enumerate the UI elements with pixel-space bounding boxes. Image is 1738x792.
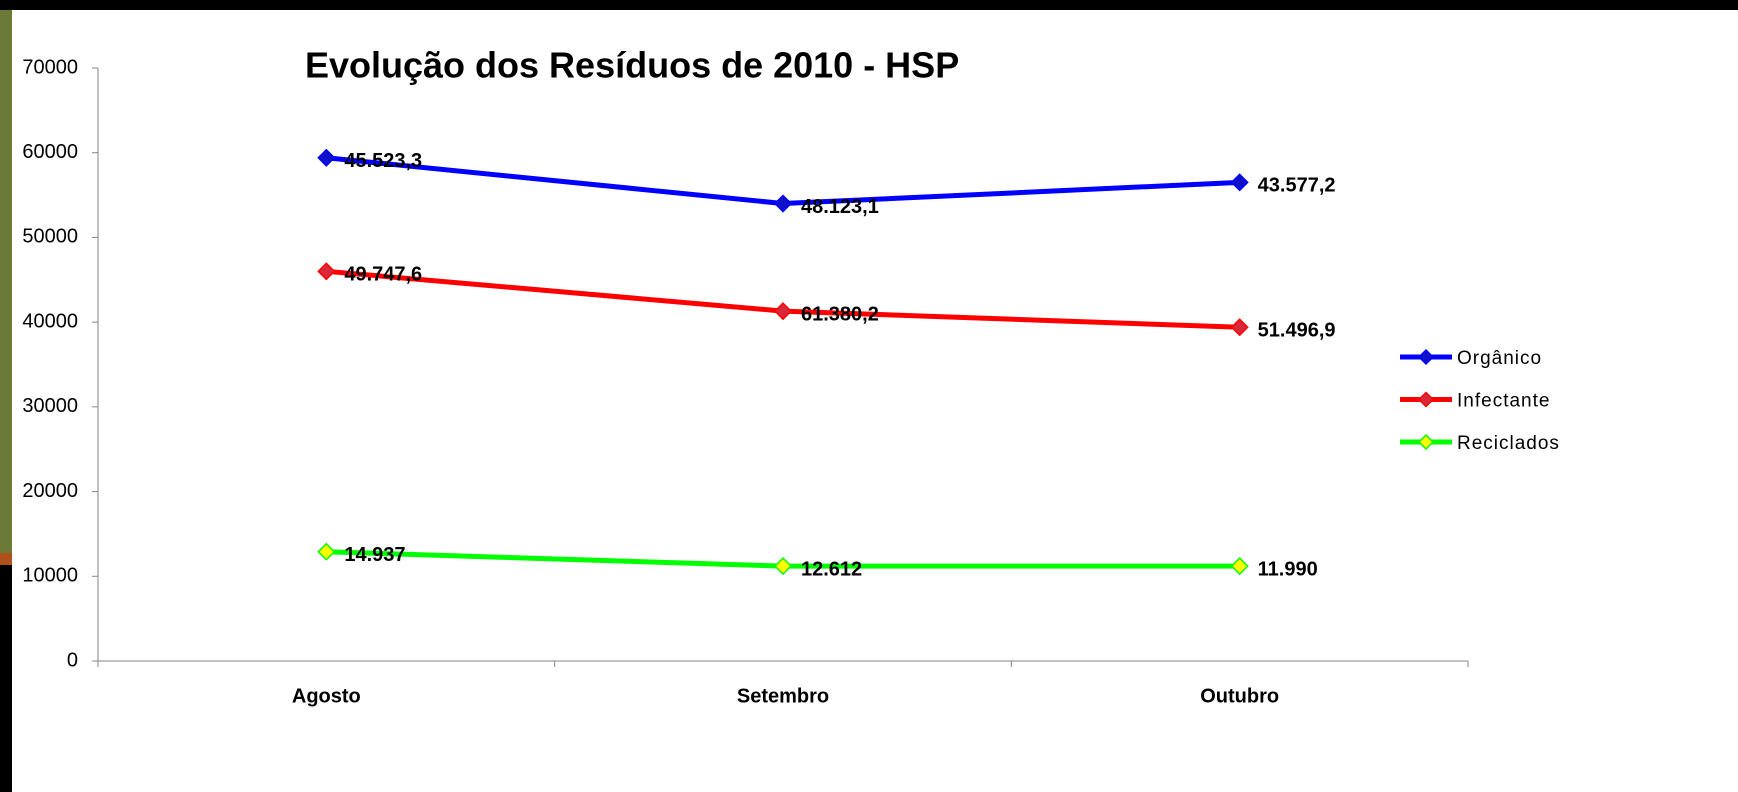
x-tick-label: Agosto — [292, 685, 361, 707]
point-marker — [317, 262, 336, 281]
y-tick-label: 60000 — [22, 141, 78, 163]
y-tick-label: 40000 — [22, 310, 78, 332]
point-label: 14.937 — [344, 544, 405, 566]
chart-title: Evolução dos Resíduos de 2010 - HSP — [305, 45, 959, 86]
y-tick-label: 70000 — [22, 56, 78, 78]
point-marker — [317, 542, 336, 561]
point-marker — [1230, 557, 1249, 576]
x-tick-label: Setembro — [737, 685, 829, 707]
legend-label: Orgânico — [1457, 348, 1542, 369]
point-label: 11.990 — [1258, 558, 1318, 580]
side-accent — [0, 553, 12, 565]
legend-marker — [1417, 433, 1435, 451]
y-tick-label: 20000 — [22, 480, 78, 502]
point-marker — [773, 302, 793, 321]
legend-label: Infectante — [1457, 391, 1550, 412]
point-marker — [773, 557, 793, 576]
point-label: 45.523,3 — [344, 150, 422, 172]
legend-marker — [1417, 348, 1435, 366]
point-marker — [1230, 318, 1249, 337]
legend-label: Reciclados — [1457, 433, 1560, 454]
x-tick-label: Outubro — [1200, 685, 1279, 707]
y-tick-label: 50000 — [22, 226, 78, 248]
point-label: 43.577,2 — [1258, 175, 1336, 197]
point-label: 48.123,1 — [801, 196, 879, 218]
point-marker — [773, 194, 793, 213]
point-label: 51.496,9 — [1258, 320, 1336, 342]
point-label: 49.747,6 — [344, 264, 422, 286]
point-label: 61.380,2 — [801, 303, 879, 325]
side-bar — [0, 10, 12, 560]
point-label: 12.612 — [801, 558, 862, 580]
y-tick-label: 0 — [67, 649, 78, 671]
y-tick-label: 30000 — [22, 395, 78, 417]
y-tick-label: 10000 — [22, 565, 78, 587]
legend-marker — [1417, 391, 1435, 408]
point-marker — [1230, 173, 1249, 192]
point-marker — [317, 148, 336, 167]
